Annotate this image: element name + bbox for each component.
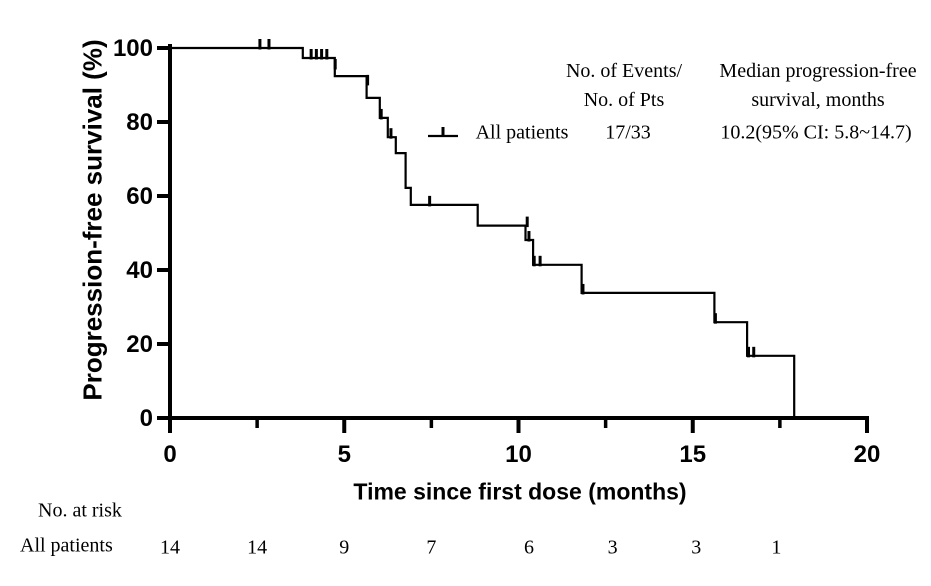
y-axis-tick-label: 80 [126,109,153,136]
y-axis-title: Progression-free survival (%) [77,39,108,401]
at-risk-value: 6 [523,536,534,559]
at-risk-value: 9 [339,536,350,559]
at-risk-value: 3 [691,536,702,559]
y-axis-tick-label: 40 [126,257,153,284]
legend-series-label: All patients [475,121,569,144]
at-risk-value: 1 [771,536,782,559]
legend-header-median: Median progression-free survival, months [719,57,916,115]
x-axis-tick-label: 20 [854,441,881,468]
at-risk-header: No. at risk [38,499,122,522]
legend-header-events: No. of Events/ No. of Pts [566,57,682,115]
at-risk-value: 7 [426,536,437,559]
legend-header-events-line1: No. of Events/ [565,60,683,82]
x-axis-title: Time since first dose (months) [353,478,687,505]
y-axis-tick-label: 0 [140,405,153,432]
legend-header-median-line2: survival, months [751,89,885,111]
x-axis-tick-label: 5 [338,441,351,468]
legend-header-median-line1: Median progression-free [719,60,917,82]
y-axis-tick-label: 60 [126,183,153,210]
legend-header-events-line2: No. of Pts [583,89,665,111]
y-axis-tick-label: 20 [126,331,153,358]
legend-events-value: 17/33 [605,121,651,144]
at-risk-value: 14 [247,536,268,559]
at-risk-value: 3 [607,536,618,559]
y-axis-tick-label: 100 [113,35,153,62]
at-risk-row-label: All patients [20,534,113,557]
x-axis-tick-label: 0 [163,441,176,468]
legend-median-value: 10.2(95% CI: 5.8~14.7) [720,121,912,144]
survival-step-curve [170,46,796,418]
at-risk-value: 14 [160,536,180,559]
x-axis-tick-label: 15 [679,441,706,468]
x-axis-tick-label: 10 [505,441,532,468]
